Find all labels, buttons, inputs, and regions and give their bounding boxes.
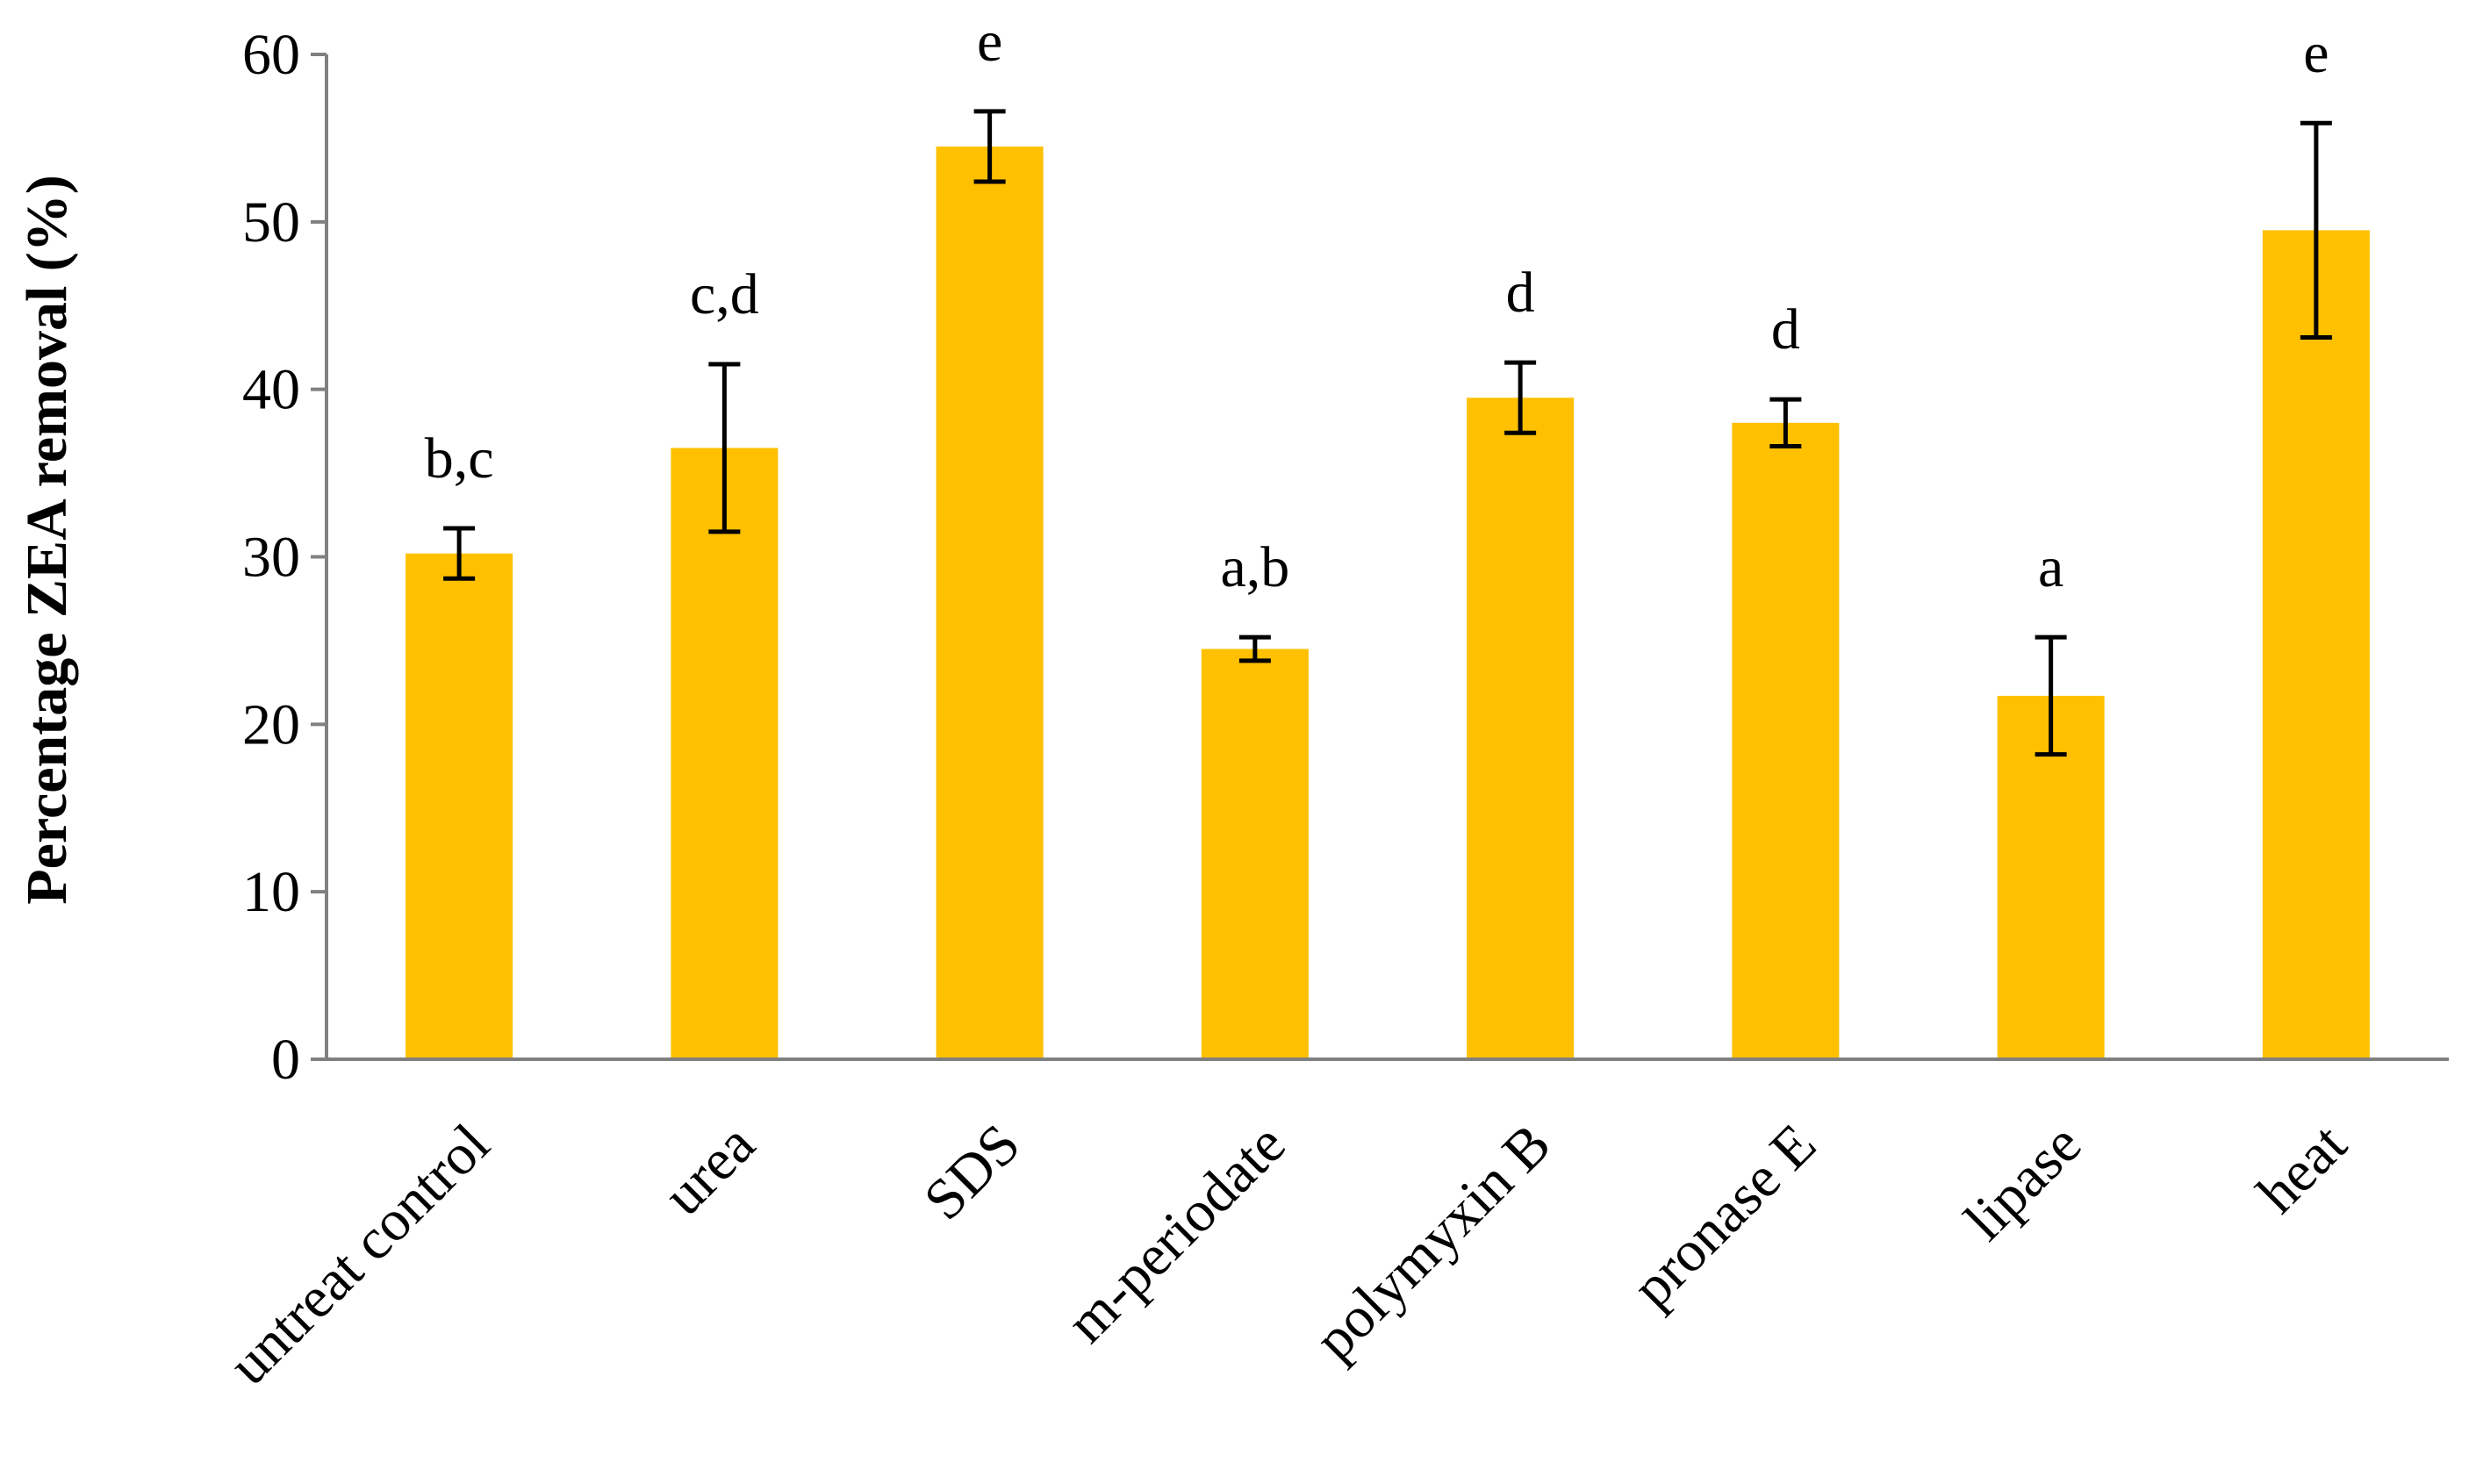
- x-category-label: pronase E: [1620, 1112, 1828, 1320]
- bar: [936, 146, 1044, 1059]
- bar: [1467, 398, 1575, 1059]
- y-tick-label: 0: [271, 1028, 300, 1092]
- significance-labels: b,c c,d e a,b d d a e: [425, 10, 2329, 599]
- bar: [405, 553, 513, 1059]
- significance-label: a: [2038, 535, 2063, 599]
- bar: [2262, 230, 2370, 1059]
- x-category-label: polymyxin B: [1303, 1112, 1563, 1373]
- y-tick-label: 30: [242, 526, 300, 590]
- error-bar: [973, 109, 1006, 184]
- bars: [405, 146, 2370, 1059]
- bar: [1732, 422, 1840, 1059]
- error-bar: [1238, 634, 1271, 663]
- y-tick-label: 20: [242, 692, 300, 756]
- bar: [1201, 649, 1309, 1059]
- x-category-label: heat: [2245, 1112, 2358, 1225]
- significance-label: d: [1506, 261, 1535, 325]
- y-tick-label: 40: [242, 358, 300, 422]
- x-category-label: m-periodate: [1054, 1112, 1297, 1355]
- significance-label: c,d: [690, 262, 759, 326]
- x-category-label: untreat control: [217, 1112, 502, 1397]
- error-bar: [2035, 634, 2067, 757]
- x-category-label: SDS: [912, 1112, 1032, 1232]
- y-axis-ticks: 0 10 20 30 40 50 60: [242, 23, 327, 1092]
- y-tick-label: 50: [242, 190, 300, 255]
- error-bar: [2300, 120, 2332, 341]
- x-axis-category-labels: untreat control urea SDS m-periodate polymyx…: [217, 1112, 2359, 1397]
- axes: [325, 54, 2449, 1061]
- y-tick-label: 10: [242, 860, 300, 924]
- significance-label: a,b: [1220, 535, 1289, 599]
- error-bar: [1769, 397, 1802, 449]
- y-axis-title: Percentage ZEA removal (%): [15, 175, 79, 905]
- significance-label: d: [1771, 298, 1800, 362]
- error-bar: [443, 526, 476, 581]
- x-category-label: urea: [651, 1112, 767, 1228]
- error-bar: [708, 362, 741, 534]
- significance-label: b,c: [425, 427, 494, 491]
- bar: [671, 448, 779, 1059]
- significance-label: e: [2303, 21, 2329, 85]
- y-tick-label: 60: [242, 23, 300, 87]
- error-bars: [443, 109, 2332, 757]
- significance-label: e: [977, 10, 1002, 74]
- error-bar: [1504, 360, 1537, 435]
- x-category-label: lipase: [1953, 1112, 2093, 1252]
